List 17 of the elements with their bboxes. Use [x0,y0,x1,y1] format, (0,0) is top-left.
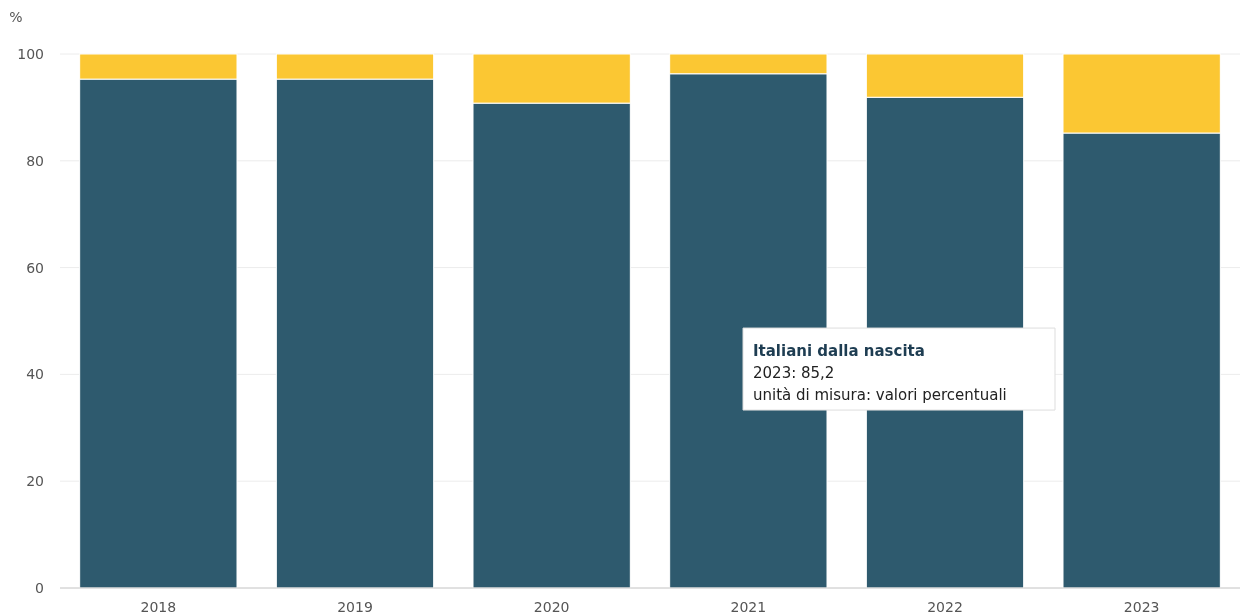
x-tick-label: 2018 [140,599,177,615]
x-tick-label: 2023 [1123,599,1160,615]
y-tick-label: 20 [26,473,44,490]
annotation: 2023: 85,2 [753,364,835,383]
y-tick-label: 60 [26,259,44,276]
annotation: unità di misura: valori percentuali [753,386,1007,405]
y-tick-label: 40 [26,366,44,383]
tooltip: Italiani dalla nascita 2023: 85,2 unità di misura: valori percentuali [742,327,1056,411]
x-tick-label: 2022 [927,599,963,615]
y-axis-title: % [9,9,23,25]
y-tick-label: 0 [35,579,44,596]
annotation: Italiani dalla nascita [753,342,925,361]
y-tick-label: 100 [17,45,44,62]
x-tick-label: 2021 [730,599,767,615]
x-tick-label: 2020 [533,599,570,615]
y-tick-label: 80 [26,152,44,169]
x-tick-label: 2019 [337,599,373,615]
